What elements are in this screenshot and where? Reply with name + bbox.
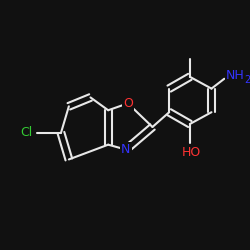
Text: N: N <box>121 143 130 156</box>
Text: NH: NH <box>226 69 245 82</box>
Text: Cl: Cl <box>20 126 32 139</box>
Text: O: O <box>123 97 133 110</box>
Text: 2: 2 <box>244 75 250 85</box>
Text: HO: HO <box>182 146 202 159</box>
